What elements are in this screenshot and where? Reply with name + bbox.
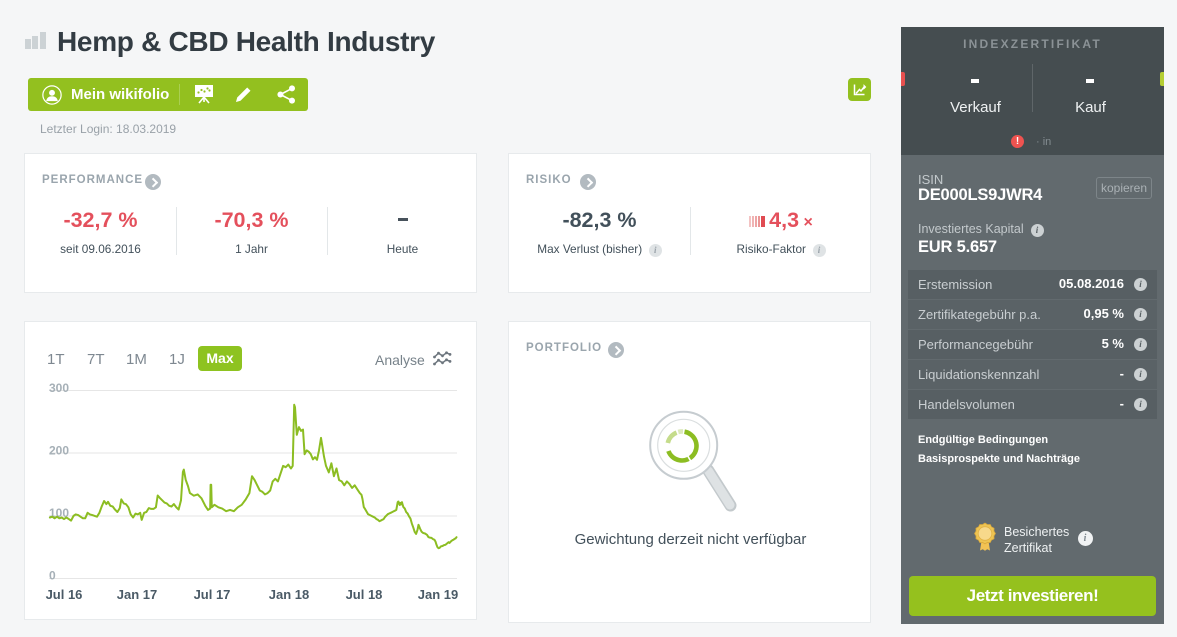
svg-text:Jan 19: Jan 19 (418, 587, 458, 602)
svg-text:200: 200 (49, 444, 69, 458)
svg-text:100: 100 (49, 506, 69, 520)
svg-text:Jul 17: Jul 17 (194, 587, 231, 602)
svg-text:300: 300 (49, 381, 69, 395)
svg-text:Jul 18: Jul 18 (346, 587, 383, 602)
svg-text:Jan 18: Jan 18 (269, 587, 309, 602)
svg-text:Jul 16: Jul 16 (46, 587, 83, 602)
svg-text:0: 0 (49, 569, 56, 583)
svg-text:Jan 17: Jan 17 (117, 587, 157, 602)
